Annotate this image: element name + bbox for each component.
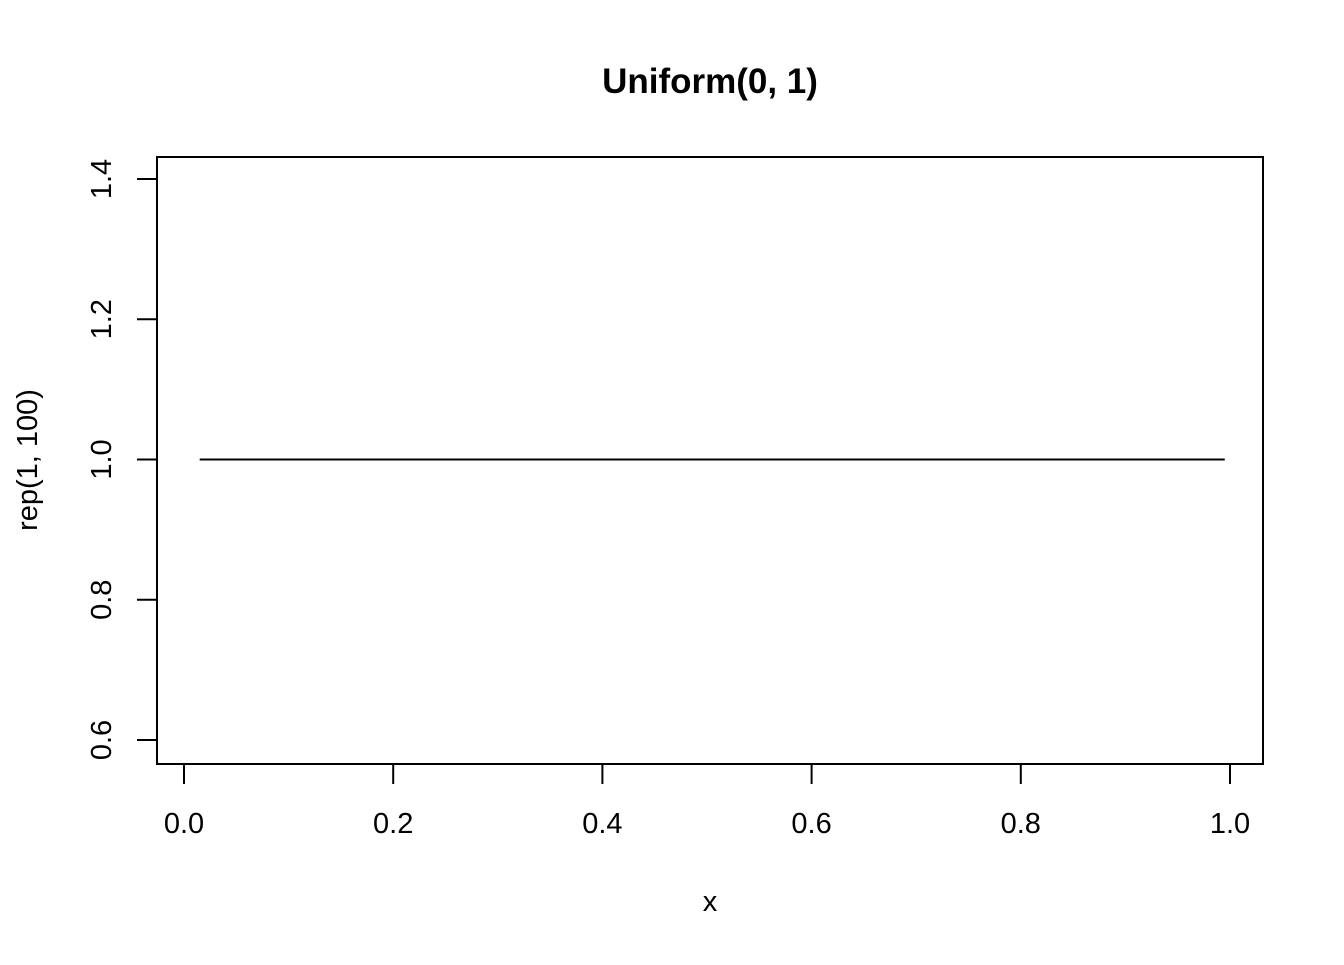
x-tick-label: 1.0 [1210, 808, 1250, 840]
y-tick-label: 1.4 [86, 159, 118, 199]
y-tick-label: 0.8 [86, 580, 118, 620]
x-tick-label: 0.8 [1001, 808, 1041, 840]
x-tick-label: 0.4 [582, 808, 622, 840]
y-axis: 0.6 0.8 1.0 1.2 1.4 [86, 159, 158, 760]
y-axis-label: rep(1, 100) [12, 389, 44, 531]
chart-title: Uniform(0, 1) [602, 62, 818, 101]
y-tick-label: 1.2 [86, 299, 118, 339]
x-axis-label: x [703, 886, 718, 918]
y-tick-label: 0.6 [86, 720, 118, 760]
x-tick-label: 0.6 [791, 808, 831, 840]
y-tick-label: 1.0 [86, 439, 118, 479]
x-tick-label: 0.2 [373, 808, 413, 840]
x-axis: 0.0 0.2 0.4 0.6 0.8 1.0 [164, 763, 1250, 840]
x-tick-label: 0.0 [164, 808, 204, 840]
